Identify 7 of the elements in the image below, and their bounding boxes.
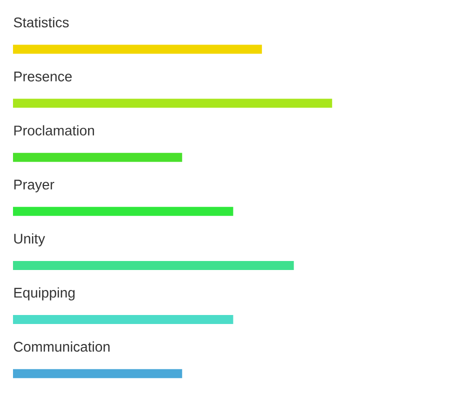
y-tick-label: Statistics	[14, 17, 69, 28]
y-tick-label: Presence	[14, 72, 72, 82]
y-tick-label: Communication	[14, 341, 110, 352]
y-tick-label: Equipping	[14, 287, 75, 300]
y-tick-label: Unity	[14, 233, 46, 246]
y-tick-label: Prayer	[14, 180, 54, 192]
y-tick-label: Proclamation	[14, 125, 94, 136]
